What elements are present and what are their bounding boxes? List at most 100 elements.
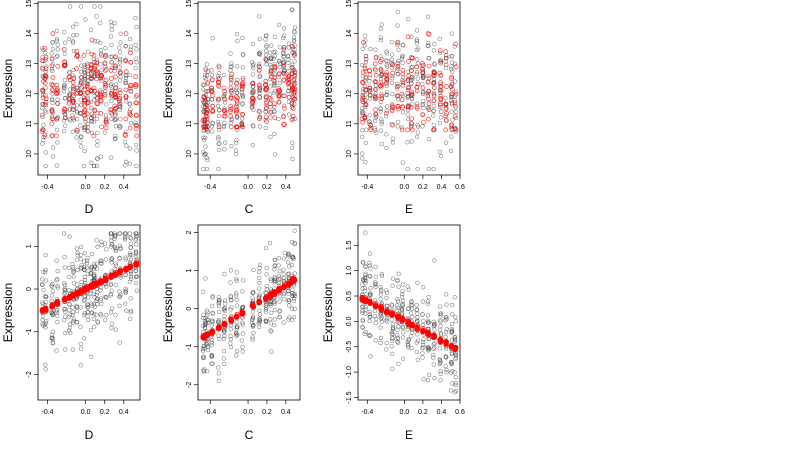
x-tick-label: 0.4 bbox=[119, 409, 129, 416]
data-point bbox=[257, 124, 263, 129]
data-point bbox=[95, 319, 100, 324]
data-point bbox=[384, 340, 389, 346]
fitted-point bbox=[267, 95, 273, 101]
data-point bbox=[124, 159, 129, 164]
data-point bbox=[233, 293, 239, 298]
data-point bbox=[89, 73, 94, 79]
fitted-point bbox=[42, 306, 49, 312]
y-tick-label: -1 bbox=[26, 328, 33, 334]
fitted-point bbox=[443, 55, 449, 61]
fitted-point bbox=[420, 326, 426, 332]
data-point bbox=[450, 302, 455, 308]
data-point bbox=[373, 118, 378, 123]
fitted-point bbox=[414, 324, 420, 330]
data-point bbox=[292, 228, 297, 233]
data-point bbox=[363, 140, 369, 146]
data-point bbox=[452, 337, 458, 342]
data-point bbox=[443, 334, 448, 340]
fitted-point bbox=[384, 76, 389, 82]
data-point bbox=[409, 65, 414, 70]
data-point bbox=[228, 280, 233, 285]
data-point bbox=[431, 103, 436, 109]
data-point bbox=[99, 78, 104, 83]
data-point bbox=[117, 60, 122, 65]
data-point bbox=[235, 127, 240, 133]
fitted-point bbox=[291, 96, 297, 102]
data-point bbox=[70, 261, 75, 267]
data-point bbox=[264, 287, 269, 292]
plot-frame bbox=[357, 224, 461, 401]
data-point bbox=[368, 285, 373, 291]
data-point bbox=[409, 77, 414, 83]
data-point bbox=[85, 313, 90, 319]
fitted-point bbox=[94, 60, 99, 66]
fitted-point bbox=[113, 94, 119, 99]
data-point bbox=[405, 87, 411, 93]
data-point bbox=[99, 68, 104, 73]
data-point bbox=[431, 122, 436, 128]
fitted-point bbox=[117, 70, 123, 76]
data-point bbox=[221, 94, 226, 99]
data-point bbox=[390, 75, 395, 81]
fitted-point bbox=[229, 71, 234, 77]
fitted-point bbox=[240, 311, 246, 317]
data-point bbox=[133, 254, 138, 259]
data-point bbox=[379, 273, 384, 278]
fitted-point bbox=[88, 105, 94, 111]
data-point bbox=[202, 75, 208, 80]
data-point bbox=[268, 321, 274, 326]
data-point bbox=[234, 151, 239, 157]
data-point bbox=[432, 327, 437, 332]
data-point bbox=[269, 349, 274, 354]
data-point bbox=[292, 306, 297, 311]
data-point bbox=[203, 66, 208, 71]
data-point bbox=[277, 299, 282, 304]
data-point bbox=[444, 103, 449, 108]
data-point bbox=[281, 54, 286, 59]
fitted-point bbox=[268, 97, 274, 103]
data-point bbox=[292, 292, 297, 297]
data-point bbox=[205, 347, 211, 353]
fitted-point bbox=[222, 108, 228, 114]
data-point bbox=[431, 342, 436, 347]
fitted-point bbox=[373, 86, 379, 92]
fitted-point bbox=[399, 127, 405, 133]
fitted-point bbox=[102, 92, 108, 97]
x-tick-label: 0.6 bbox=[455, 409, 465, 416]
data-point bbox=[390, 52, 395, 57]
data-point bbox=[256, 63, 261, 69]
data-point bbox=[439, 115, 444, 120]
data-point bbox=[263, 97, 269, 102]
data-point bbox=[290, 62, 295, 68]
data-point bbox=[409, 302, 414, 308]
fitted-point bbox=[210, 103, 215, 109]
data-point bbox=[420, 312, 425, 317]
data-point bbox=[91, 119, 96, 125]
data-point bbox=[268, 115, 273, 120]
data-point bbox=[251, 107, 256, 112]
fitted-point bbox=[438, 88, 444, 94]
fitted-point bbox=[94, 101, 100, 106]
data-point bbox=[432, 61, 437, 66]
data-point bbox=[79, 244, 84, 250]
data-point bbox=[400, 335, 406, 340]
fitted-point bbox=[228, 318, 235, 324]
data-point bbox=[453, 109, 458, 114]
fitted-point bbox=[234, 99, 240, 105]
data-point bbox=[40, 46, 45, 51]
data-point bbox=[264, 44, 269, 50]
data-point bbox=[443, 65, 449, 70]
data-point bbox=[384, 49, 389, 54]
fitted-point bbox=[228, 89, 234, 94]
fitted-point bbox=[438, 80, 443, 85]
y-axis-label: Expression bbox=[161, 283, 175, 342]
data-point bbox=[134, 274, 139, 279]
x-axis-label: C bbox=[245, 428, 254, 442]
fitted-point bbox=[71, 93, 77, 99]
data-point bbox=[108, 293, 113, 298]
fitted-point bbox=[85, 100, 91, 105]
data-point bbox=[95, 143, 100, 148]
data-point bbox=[425, 318, 431, 323]
data-point bbox=[287, 264, 292, 269]
